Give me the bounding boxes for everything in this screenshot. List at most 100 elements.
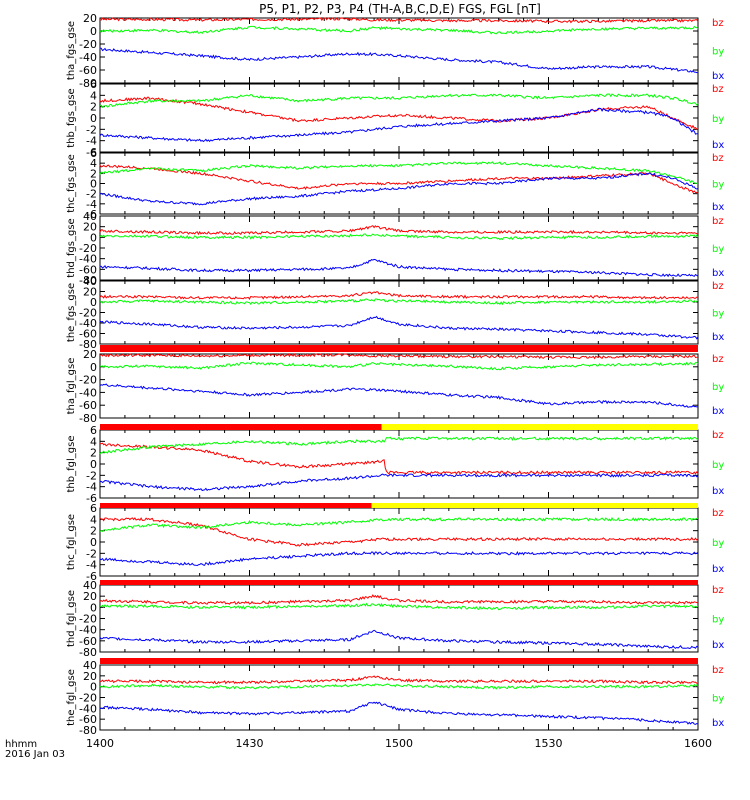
y-tick-label: -6 — [86, 146, 97, 159]
series-bx-line — [99, 473, 699, 492]
y-tick-label: 4 — [90, 157, 97, 170]
y-tick-label: 6 — [90, 424, 97, 437]
y-tick-label: 20 — [83, 221, 97, 234]
y-tick-label: 0 — [90, 601, 97, 614]
y-tick-label: 0 — [90, 231, 97, 244]
y-tick-label: 4 — [90, 89, 97, 102]
legend-by: by — [712, 538, 724, 549]
legend-bx: bx — [712, 332, 724, 343]
legend-bx: bx — [712, 564, 724, 575]
y-tick-label: -40 — [79, 386, 97, 399]
series-bz-line — [99, 594, 699, 605]
legend-bz: bz — [712, 281, 724, 292]
y-tick-label: -4 — [86, 135, 97, 148]
y-tick-label: -40 — [79, 624, 97, 637]
y-tick-label: -20 — [79, 242, 97, 255]
panel-ylabel: the_fgl_gse — [66, 669, 77, 726]
y-tick-label: -2 — [86, 123, 97, 136]
y-tick-label: -40 — [79, 702, 97, 715]
panel-ylabel: tha_fgl_gse — [66, 358, 77, 415]
series-bz-line — [99, 225, 699, 236]
y-tick-label: 6 — [90, 502, 97, 515]
y-tick-label: -2 — [86, 469, 97, 482]
panel-ylabel: thb_fgs_gse — [66, 88, 77, 147]
y-tick-label: -4 — [86, 559, 97, 572]
y-tick-label: 20 — [83, 286, 97, 299]
series-by-line — [99, 516, 699, 533]
time-axis: 1400 1430 1500 1530 1600 — [86, 737, 712, 750]
legend-by: by — [712, 615, 724, 626]
y-tick-label: -40 — [79, 51, 97, 64]
series-bx-line — [99, 315, 699, 340]
y-tick-label: 40 — [83, 275, 97, 288]
y-tick-label: -80 — [79, 412, 97, 425]
panel-frame — [99, 429, 699, 499]
y-tick-label: 40 — [83, 659, 97, 672]
panel-frame — [99, 215, 699, 281]
legend-by: by — [712, 180, 724, 191]
legend-bx: bx — [712, 202, 724, 213]
y-tick-label: 40 — [83, 210, 97, 223]
status-bar-segment — [100, 424, 382, 430]
series-bz-line — [99, 291, 699, 300]
series-bx-line — [99, 383, 698, 408]
legend-by: by — [712, 694, 724, 705]
legend-bz: bz — [712, 508, 724, 519]
status-bar-segment — [371, 503, 698, 508]
series-bz-line — [99, 96, 699, 130]
y-tick-label: -40 — [79, 317, 97, 330]
y-tick-label: 40 — [83, 579, 97, 592]
y-tick-label: -20 — [79, 613, 97, 626]
y-tick-label: 20 — [83, 590, 97, 603]
x-tick-label: 1500 — [385, 737, 413, 750]
legend-bz: bz — [712, 665, 724, 676]
status-bar-segment — [100, 658, 698, 664]
legend-by: by — [712, 47, 724, 58]
panel-frame — [99, 280, 699, 345]
y-tick-label: -80 — [79, 274, 97, 287]
legend-by: by — [712, 114, 724, 125]
y-tick-label: 0 — [90, 178, 97, 191]
legend-bx: bx — [712, 640, 724, 651]
legend-bz: bz — [712, 585, 724, 596]
y-tick-label: -20 — [79, 38, 97, 51]
y-tick-label: -80 — [79, 338, 97, 351]
y-tick-label: 6 — [90, 78, 97, 91]
legend-bx: bx — [712, 406, 724, 417]
series-bx-line — [99, 629, 699, 650]
y-tick-label: 20 — [83, 12, 97, 25]
panel-ylabel: thc_fgs_gse — [66, 154, 77, 213]
y-tick-label: 4 — [90, 513, 97, 526]
y-tick-label: 0 — [90, 458, 97, 471]
legend-by: by — [712, 460, 724, 471]
series-bz-line — [99, 17, 699, 24]
y-tick-label: 0 — [90, 296, 97, 309]
panel-ylabel: thd_fgl_gse — [66, 590, 77, 647]
y-tick-label: -4 — [86, 198, 97, 211]
panel-ylabel: the_fgs_gse — [66, 283, 77, 342]
status-bars-group — [100, 345, 698, 664]
legend-bz: bz — [712, 84, 724, 95]
legend-bx: bx — [712, 268, 724, 279]
time-axis-label-date: 2016 Jan 03 — [5, 749, 65, 760]
series-by-line — [99, 161, 699, 185]
legend-by: by — [712, 382, 724, 393]
legend-bz: bz — [712, 153, 724, 164]
series-by-line — [99, 436, 699, 455]
y-tick-label: -80 — [79, 724, 97, 737]
series-bx-line — [99, 550, 699, 567]
panel-frame — [99, 507, 699, 577]
y-tick-label: 6 — [90, 147, 97, 160]
y-tick-label: 2 — [90, 447, 97, 460]
panel-frame — [99, 664, 699, 731]
panel-ylabel: thd_fgs_gse — [66, 218, 77, 277]
status-bar-segment — [381, 424, 698, 430]
y-tick-label: -60 — [79, 635, 97, 648]
legend-by: by — [712, 309, 724, 320]
